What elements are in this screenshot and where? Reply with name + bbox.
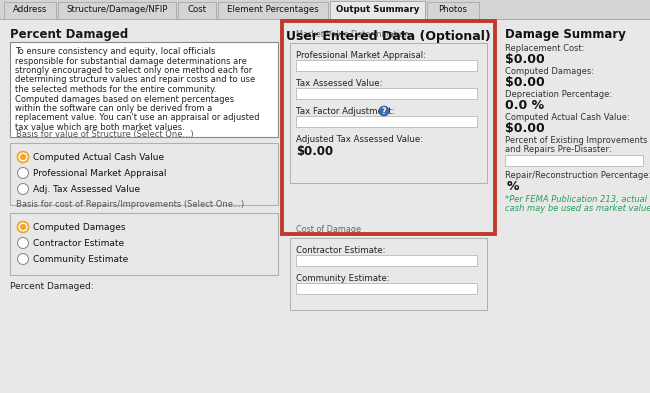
Text: tax value which are both market values.: tax value which are both market values. [15, 123, 185, 132]
Text: Contractor Estimate: Contractor Estimate [33, 239, 124, 248]
Text: $0.00: $0.00 [505, 122, 545, 135]
Text: Tax Factor Adjustment:: Tax Factor Adjustment: [296, 107, 395, 116]
Text: Cost: Cost [187, 6, 207, 15]
Bar [0, 19, 650, 20]
Bar [296, 283, 477, 294]
Circle shape [20, 224, 26, 230]
Text: Damage Summary: Damage Summary [505, 28, 626, 41]
Text: User Entered Data (Optional): User Entered Data (Optional) [286, 30, 491, 43]
Text: and Repairs Pre-Disaster:: and Repairs Pre-Disaster: [505, 145, 612, 154]
Bar [296, 60, 477, 71]
Bar [10, 143, 278, 205]
Bar [296, 88, 477, 99]
Text: Computed damages based on element percentages: Computed damages based on element percen… [15, 94, 234, 103]
Text: Computed Damages: Computed Damages [33, 222, 125, 231]
Text: Percent Damaged:: Percent Damaged: [10, 282, 94, 291]
Text: ?: ? [382, 107, 386, 116]
Text: cash may be used as market value.: cash may be used as market value. [505, 204, 650, 213]
Text: within the software can only be derived from a: within the software can only be derived … [15, 104, 213, 113]
Text: Address: Address [13, 6, 47, 15]
Text: Structure/Damage/NFIP: Structure/Damage/NFIP [66, 6, 168, 15]
Bar [296, 116, 477, 127]
Bar [178, 2, 216, 19]
Text: Cost of Damage: Cost of Damage [296, 225, 361, 234]
Bar [286, 25, 491, 230]
Bar [296, 255, 477, 266]
Text: Replacement Cost:: Replacement Cost: [505, 44, 584, 53]
Text: Computed Damages:: Computed Damages: [505, 67, 594, 76]
Text: Element Percentages: Element Percentages [227, 6, 319, 15]
Text: To ensure consistency and equity, local officials: To ensure consistency and equity, local … [15, 47, 215, 56]
Text: Community Estimate:: Community Estimate: [296, 274, 389, 283]
Circle shape [18, 167, 29, 178]
Bar [10, 213, 278, 275]
Text: Repair/Reconstruction Percentage:: Repair/Reconstruction Percentage: [505, 171, 650, 180]
Text: determining structure values and repair costs and to use: determining structure values and repair … [15, 75, 255, 84]
Bar [4, 2, 56, 19]
Text: $0.00: $0.00 [505, 53, 545, 66]
Text: Contractor Estimate:: Contractor Estimate: [296, 246, 385, 255]
Text: Percent of Existing Improvements: Percent of Existing Improvements [505, 136, 647, 145]
Bar [290, 43, 487, 183]
Circle shape [18, 237, 29, 248]
Text: strongly encouraged to select only one method each for: strongly encouraged to select only one m… [15, 66, 252, 75]
Text: Tax Assessed Value:: Tax Assessed Value: [296, 79, 382, 88]
Text: replacement value. You can't use an appraisal or adjusted: replacement value. You can't use an appr… [15, 114, 259, 123]
Bar [505, 155, 643, 166]
Text: Depreciation Percentage:: Depreciation Percentage: [505, 90, 612, 99]
Circle shape [18, 222, 29, 233]
Text: $0.00: $0.00 [505, 76, 545, 89]
Circle shape [379, 106, 389, 116]
Text: Community Estimate: Community Estimate [33, 255, 128, 263]
Text: the selected methods for the entire community.: the selected methods for the entire comm… [15, 85, 216, 94]
Text: Adjusted Tax Assessed Value:: Adjusted Tax Assessed Value: [296, 135, 423, 144]
Bar [58, 2, 176, 19]
Text: %: % [507, 180, 519, 193]
Bar [218, 2, 328, 19]
Text: 0.0 %: 0.0 % [505, 99, 544, 112]
Text: responsible for substantial damage determinations are: responsible for substantial damage deter… [15, 57, 247, 66]
Text: Photos: Photos [439, 6, 467, 15]
Text: Output Summary: Output Summary [336, 6, 419, 15]
Text: Computed Actual Cash Value: Computed Actual Cash Value [33, 152, 164, 162]
Bar [10, 42, 278, 137]
Bar [290, 238, 487, 310]
Text: Computed Actual Cash Value:: Computed Actual Cash Value: [505, 113, 630, 122]
Circle shape [18, 184, 29, 195]
Bar [331, 19, 424, 21]
Text: $0.00: $0.00 [296, 145, 333, 158]
Circle shape [18, 253, 29, 264]
Text: Basis for cost of Repairs/Improvements (Select One...): Basis for cost of Repairs/Improvements (… [16, 200, 244, 209]
Bar [0, 0, 650, 20]
Text: Professional Market Appraisal:: Professional Market Appraisal: [296, 51, 426, 60]
Text: Adj. Tax Assessed Value: Adj. Tax Assessed Value [33, 184, 140, 193]
Text: Market Value Determination: Market Value Determination [296, 30, 409, 39]
Bar [282, 21, 495, 234]
Text: Basis for value of Structure (Select One...): Basis for value of Structure (Select One… [16, 130, 194, 139]
Bar [427, 2, 479, 19]
Text: *Per FEMA Publication 213, actual: *Per FEMA Publication 213, actual [505, 195, 647, 204]
Circle shape [20, 154, 26, 160]
Text: Professional Market Appraisal: Professional Market Appraisal [33, 169, 166, 178]
Text: Percent Damaged: Percent Damaged [10, 28, 128, 41]
Bar [330, 1, 425, 21]
Circle shape [18, 151, 29, 162]
